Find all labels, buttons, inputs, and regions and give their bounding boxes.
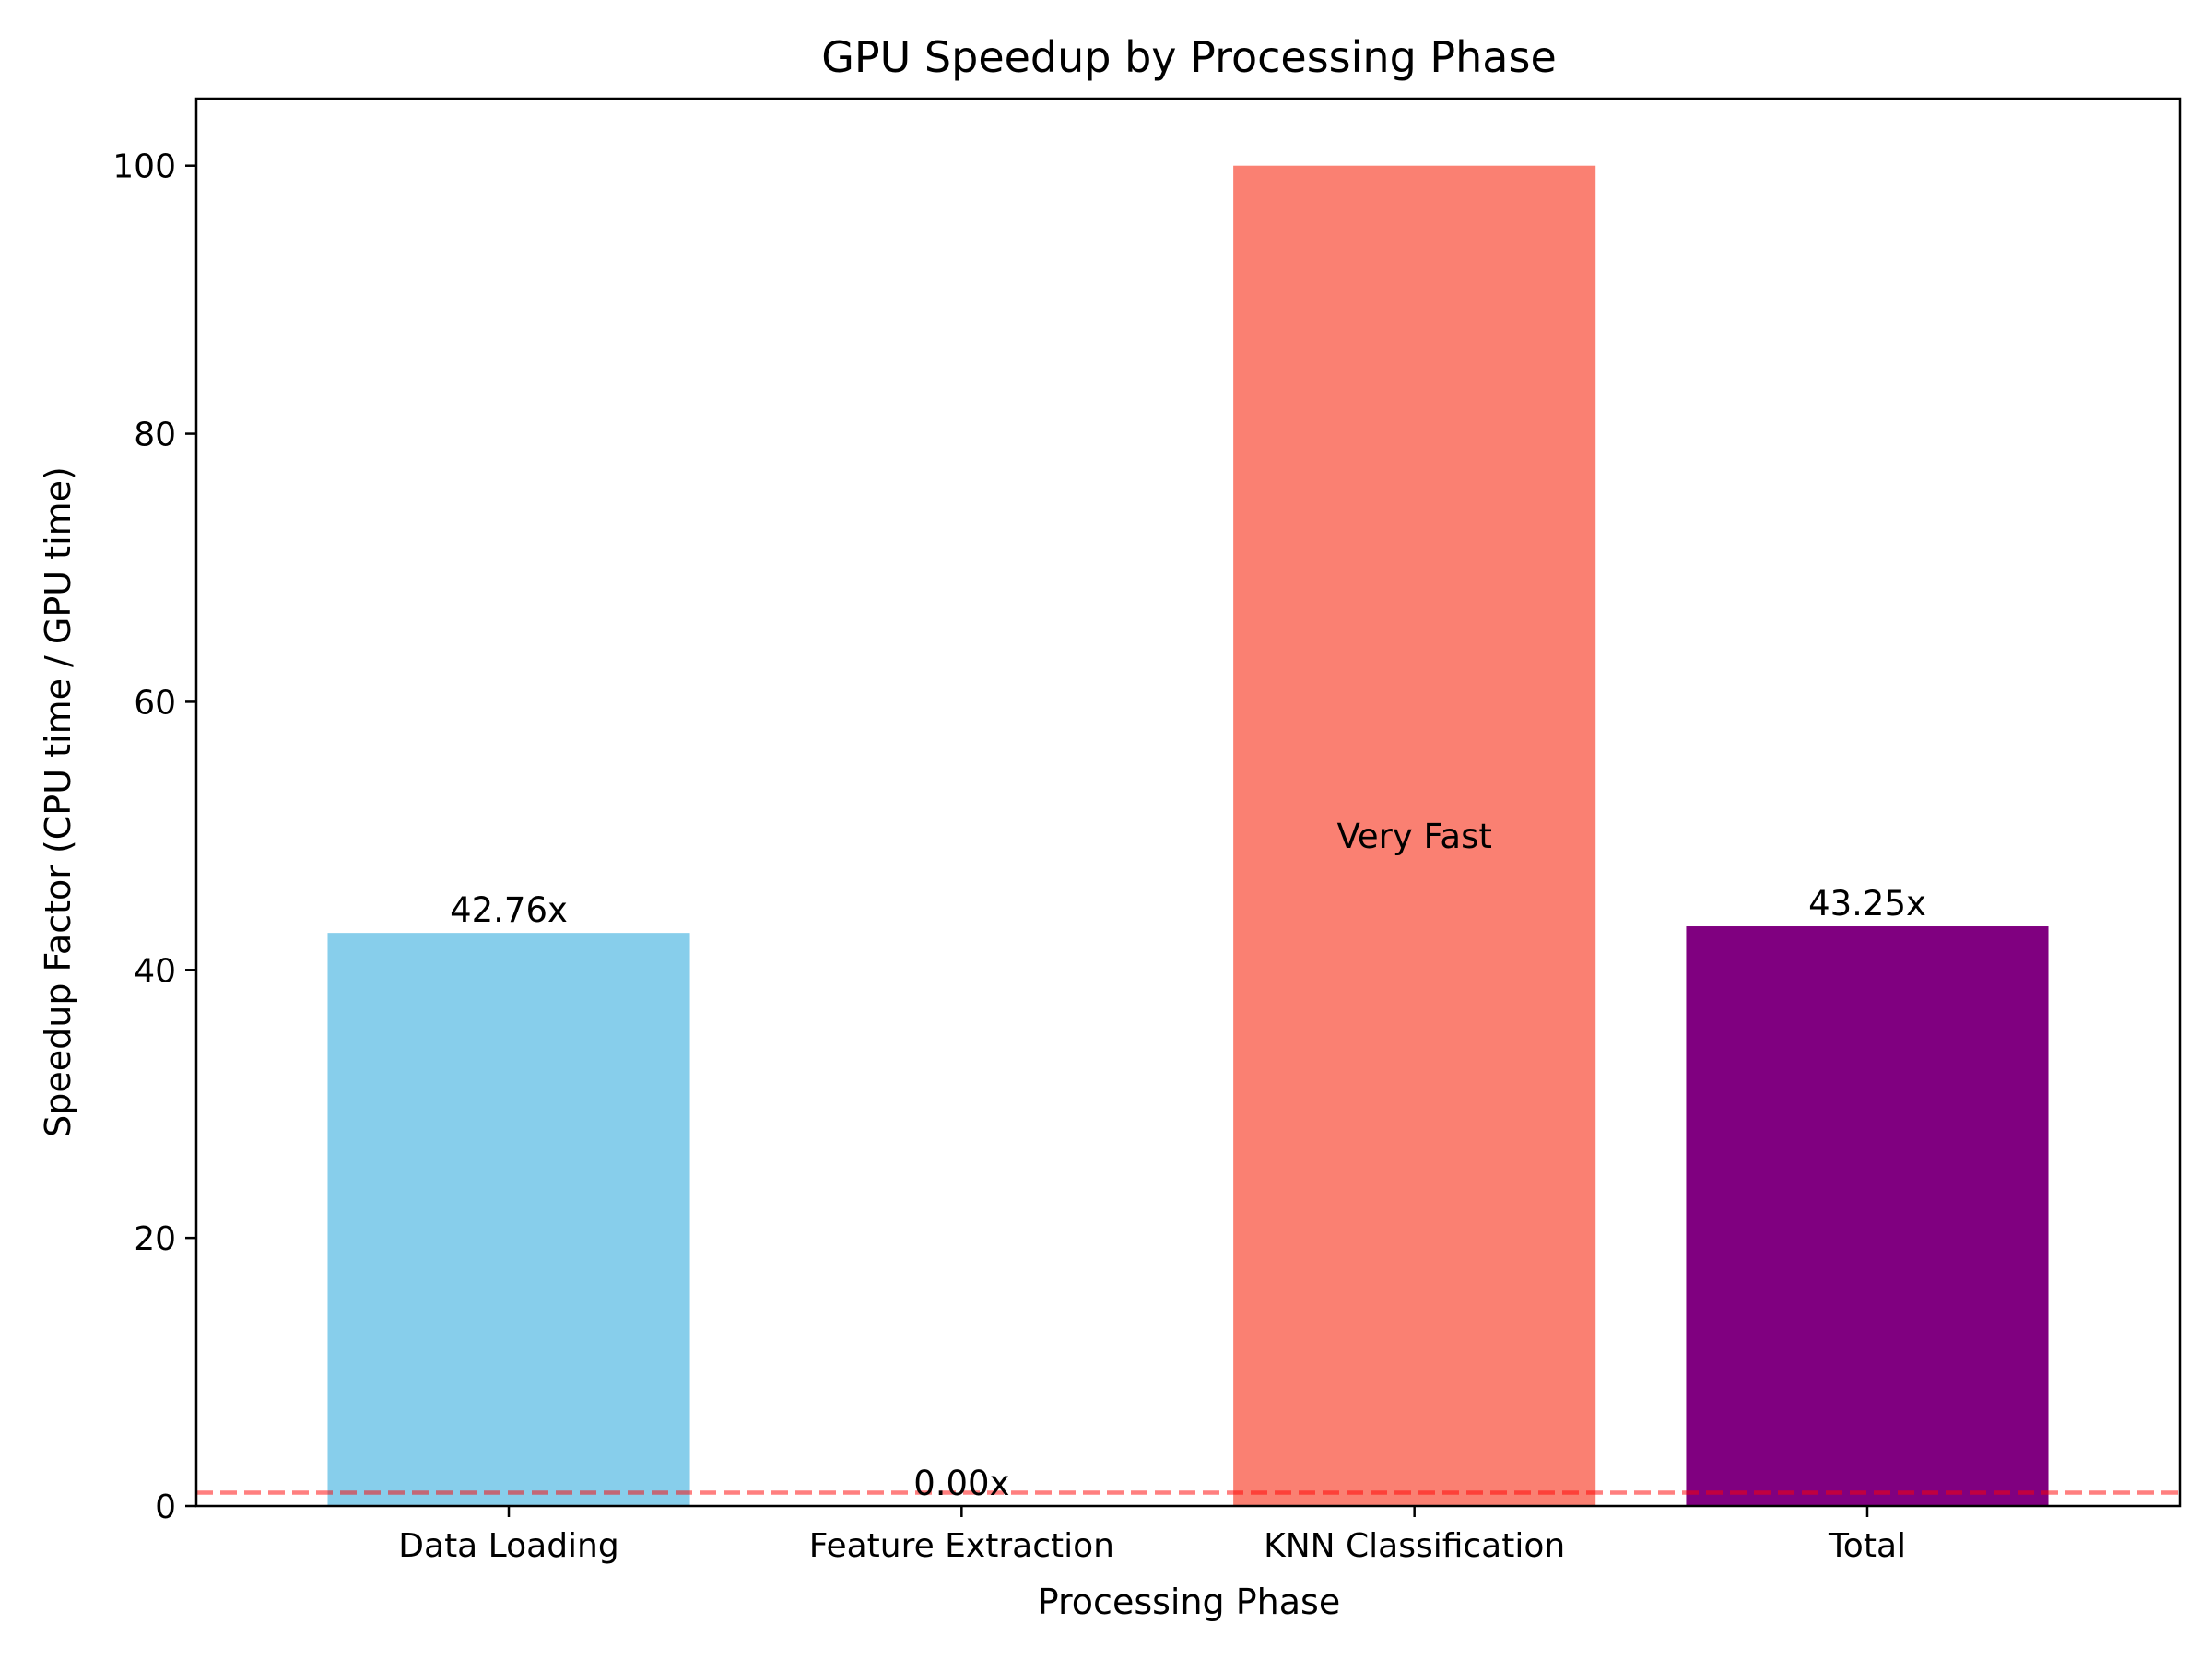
bar-knn-classification [1233,165,1596,1507]
bar-labels-layer: 42.76x 0.00x Very Fast 43.25x [450,817,1926,1503]
y-tick-label: 80 [134,417,176,454]
bar-total [1686,926,2049,1506]
y-axis-label: Speedup Factor (CPU time / GPU time) [38,466,78,1137]
x-tick-label: Feature Extraction [809,1527,1114,1565]
bar-data-loading [327,933,690,1506]
x-tick-label: Data Loading [398,1527,618,1565]
y-tick-label: 0 [155,1488,176,1526]
chart-title: GPU Speedup by Processing Phase [821,32,1557,82]
bar-value-label: Very Fast [1336,817,1491,856]
y-tick-label: 100 [112,148,176,186]
x-tick-label: Total [1828,1527,1906,1565]
x-axis: Data Loading Feature Extraction KNN Classi… [398,1506,1906,1565]
y-axis: 0 20 40 60 80 100 [112,148,196,1526]
plot-frame [194,97,2182,1508]
y-tick-label: 60 [134,684,176,722]
bar-value-label: 42.76x [450,890,568,930]
y-tick-label: 40 [134,952,176,990]
bar-value-label: 0.00x [913,1464,1009,1503]
y-tick-label: 20 [134,1220,176,1258]
x-tick-label: KNN Classification [1264,1527,1565,1565]
bar-value-label: 43.25x [1808,884,1926,924]
x-axis-label: Processing Phase [1038,1582,1340,1622]
bars-layer [327,165,2049,1507]
